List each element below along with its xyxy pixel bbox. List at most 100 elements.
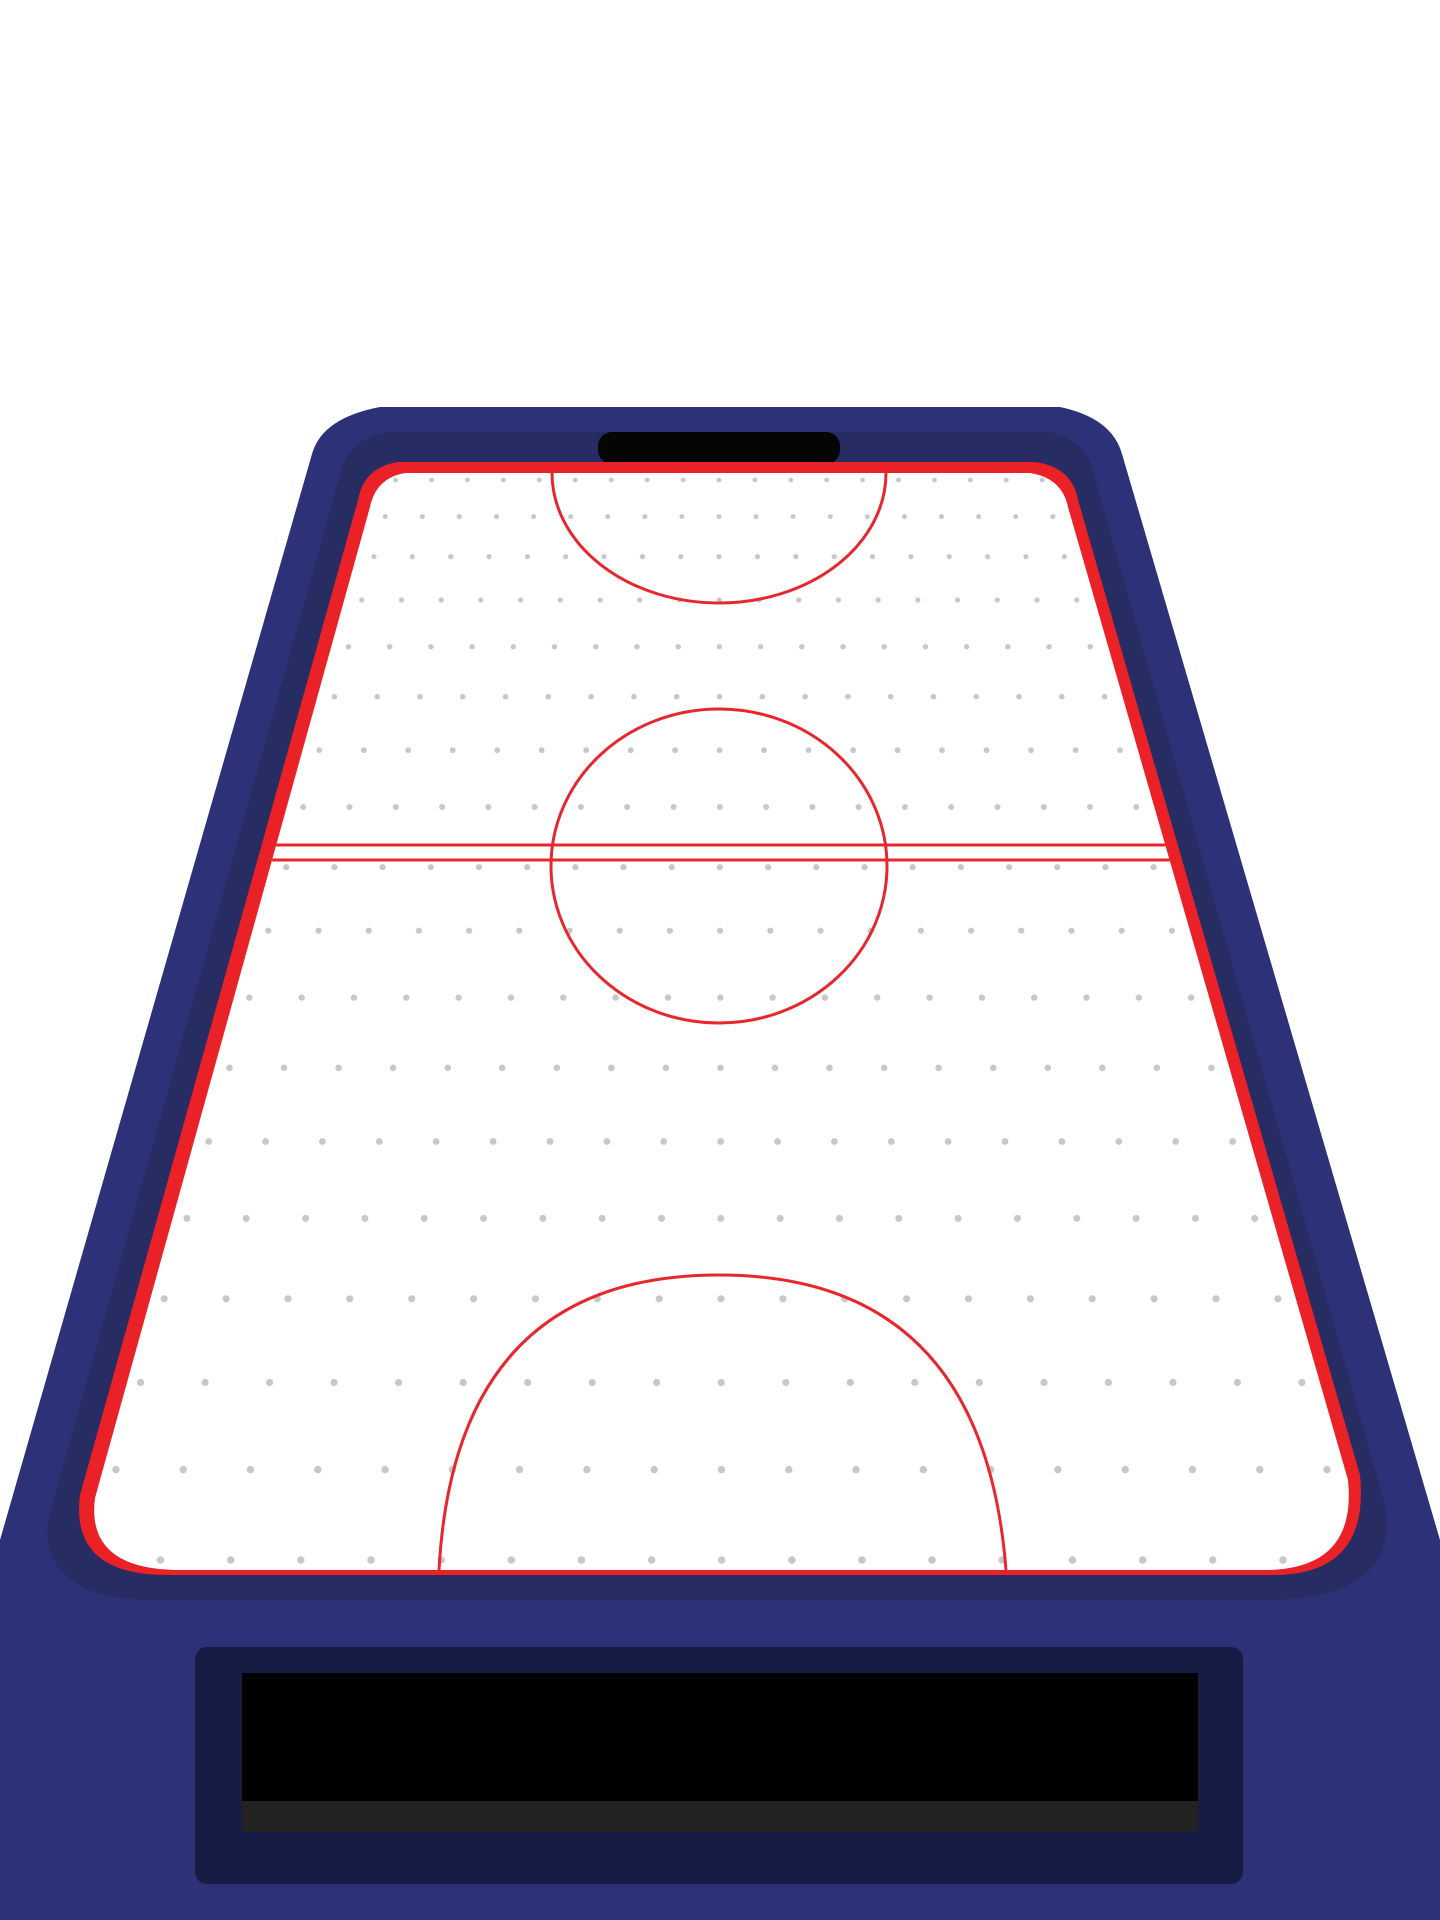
- air-hole: [776, 1214, 784, 1222]
- air-hole: [485, 804, 492, 810]
- air-hole: [588, 1378, 596, 1387]
- air-hole: [831, 1138, 838, 1145]
- air-hole: [793, 554, 799, 560]
- air-hole: [620, 864, 627, 871]
- air-hole: [597, 597, 603, 603]
- air-hole: [1208, 1064, 1215, 1072]
- air-hole: [577, 804, 584, 810]
- air-hole: [964, 1295, 973, 1303]
- air-hole: [1054, 864, 1061, 871]
- air-hole: [639, 554, 646, 560]
- air-hole: [716, 554, 722, 560]
- air-hole: [627, 747, 634, 754]
- air-hole: [754, 554, 761, 560]
- air-hole: [658, 1214, 665, 1222]
- air-hole: [331, 864, 338, 871]
- air-hole: [262, 1138, 269, 1145]
- air-hole: [1028, 747, 1034, 754]
- air-hole: [846, 1378, 854, 1387]
- air-hole: [605, 514, 611, 520]
- air-hole: [389, 1064, 397, 1072]
- air-hole: [680, 477, 686, 483]
- air-hole: [858, 1556, 866, 1564]
- air-hole: [593, 644, 599, 650]
- air-hole: [449, 747, 456, 754]
- air-hole: [616, 927, 623, 934]
- air-hole: [1135, 994, 1143, 1001]
- air-hole: [650, 1465, 658, 1474]
- air-hole: [403, 994, 410, 1001]
- air-hole: [598, 1214, 606, 1222]
- air-hole: [717, 1295, 725, 1303]
- air-hole: [420, 1214, 428, 1222]
- air-hole: [968, 927, 975, 934]
- air-hole: [769, 994, 776, 1001]
- rink-markings: [200, 473, 1240, 1570]
- air-hole: [1188, 1465, 1197, 1474]
- air-hole: [948, 804, 955, 810]
- air-hole: [608, 477, 614, 483]
- air-hole: [835, 597, 842, 603]
- air-hole: [428, 644, 434, 650]
- air-hole: [588, 693, 594, 700]
- air-hole: [246, 1465, 255, 1474]
- air-hole: [796, 597, 802, 603]
- air-hole: [507, 1556, 516, 1564]
- air-hole: [205, 1138, 213, 1145]
- air-hole: [1040, 804, 1047, 810]
- air-hole: [785, 1465, 793, 1474]
- air-hole: [1013, 514, 1019, 520]
- air-hole: [246, 994, 253, 1001]
- air-hole: [875, 597, 881, 603]
- air-hole: [1279, 1556, 1287, 1564]
- air-hole: [280, 1064, 288, 1072]
- air-hole: [395, 1378, 403, 1387]
- air-hole: [944, 1138, 952, 1145]
- top-goal-slot: [598, 432, 840, 464]
- air-hole: [919, 1465, 927, 1474]
- air-hole: [1150, 1295, 1158, 1303]
- air-hole: [1087, 644, 1093, 650]
- air-hole: [802, 693, 808, 700]
- air-hole: [957, 864, 965, 871]
- air-hole: [448, 554, 454, 560]
- air-hole: [1118, 927, 1125, 934]
- air-hole: [678, 554, 684, 560]
- air-hole: [679, 514, 685, 520]
- air-hole: [330, 1378, 338, 1387]
- air-hole: [1138, 1556, 1147, 1564]
- air-hole: [1212, 1295, 1220, 1303]
- air-hole: [419, 514, 425, 520]
- air-hole: [572, 477, 578, 483]
- air-hole: [757, 644, 764, 650]
- air-hole: [670, 804, 677, 810]
- air-hole: [845, 693, 851, 700]
- air-hole: [716, 597, 722, 603]
- air-hole: [359, 597, 365, 603]
- air-hole: [717, 1556, 726, 1564]
- air-hole: [518, 597, 524, 603]
- air-hole: [624, 804, 631, 810]
- bottom-goal-crease: [437, 1273, 1008, 1570]
- air-hole: [524, 554, 531, 560]
- air-hole: [438, 597, 444, 603]
- air-hole: [973, 693, 979, 700]
- air-holes: [94, 477, 1331, 1564]
- air-hole: [869, 554, 876, 560]
- air-hole: [717, 1214, 725, 1222]
- air-hole: [895, 1214, 903, 1222]
- air-hole: [1006, 864, 1013, 871]
- air-hole: [1058, 1138, 1066, 1145]
- air-hole: [717, 1465, 726, 1474]
- air-hole: [788, 477, 794, 483]
- air-hole: [465, 477, 470, 483]
- air-hole: [759, 693, 766, 700]
- air-hole: [1044, 1064, 1051, 1072]
- air-hole: [716, 864, 724, 871]
- air-hole: [1298, 1378, 1306, 1387]
- air-hole: [831, 554, 837, 560]
- air-hole: [946, 554, 952, 560]
- air-hole: [486, 554, 492, 560]
- air-hole: [817, 927, 824, 934]
- air-hole: [568, 514, 574, 520]
